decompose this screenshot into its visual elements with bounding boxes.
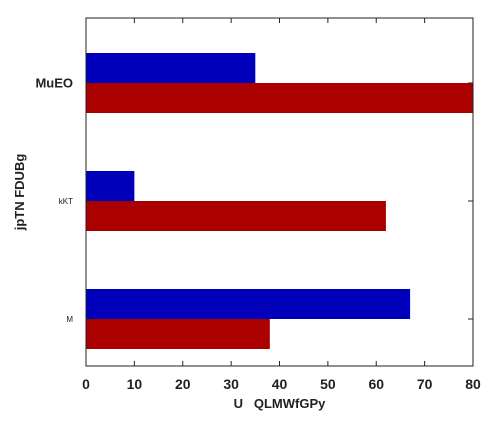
y-axis-ticks: MuEO kKT M (35, 76, 473, 324)
x-tick-label: 20 (175, 376, 191, 392)
x-tick-label: 60 (368, 376, 384, 392)
bar-MuEO-series-2 (86, 83, 473, 113)
x-axis-ticks: 0 10 20 30 40 50 60 70 80 (82, 18, 481, 392)
bar-M-series-2 (86, 319, 270, 349)
y-tick-label: MuEO (35, 76, 73, 91)
x-tick-label: 80 (465, 376, 481, 392)
x-tick-label: 10 (127, 376, 143, 392)
bar-kKT-series-1 (86, 171, 135, 201)
x-tick-label: 0 (82, 376, 90, 392)
x-tick-label: 50 (320, 376, 336, 392)
x-tick-label: 40 (272, 376, 288, 392)
y-tick-label: kKT (59, 197, 73, 206)
y-axis-title: jpTN FDUBg (12, 154, 27, 232)
bar-M-series-1 (86, 289, 411, 319)
x-tick-label: 30 (223, 376, 239, 392)
bar-kKT-series-2 (86, 201, 386, 231)
x-axis-title: U QLMWfGPy (234, 396, 326, 411)
bars-group (86, 53, 473, 349)
x-tick-label: 70 (417, 376, 433, 392)
bar-MuEO-series-1 (86, 53, 256, 83)
y-tick-label: M (66, 315, 73, 324)
